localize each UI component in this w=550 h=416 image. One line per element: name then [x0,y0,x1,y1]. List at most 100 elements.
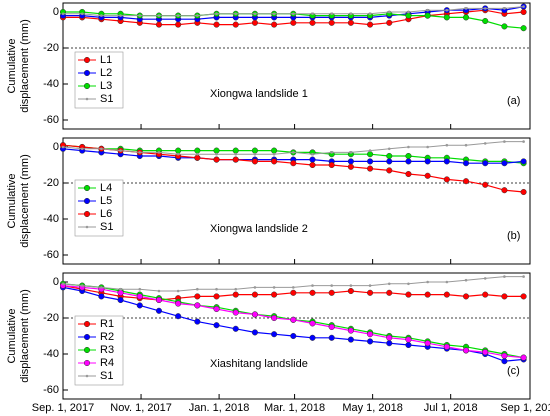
data-point [157,151,161,154]
data-point [347,158,354,165]
data-point [271,147,278,154]
data-point [100,286,103,289]
data-point [272,152,276,156]
data-point [194,147,201,154]
y-axis-label-line: Cumulative [6,173,18,228]
y-tick-label: 0 [53,276,59,288]
data-point [367,165,374,172]
y-axis-label: Cumulativedisplacement (mm) [6,154,31,248]
data-point [271,21,278,28]
plot-frame [62,2,531,130]
data-point [367,289,374,296]
data-point [215,152,218,156]
data-point [520,188,527,196]
series-line [62,286,524,362]
legend-label: L3 [100,80,112,92]
data-point [407,145,410,149]
data-point [347,336,354,343]
data-point [349,12,353,16]
data-point [424,12,431,19]
data-point [405,170,412,178]
data-point [443,158,450,165]
y-tick-label: -60 [43,249,59,261]
data-point [443,176,450,183]
data-point [290,316,297,323]
y-tick-label: -60 [43,384,59,396]
data-point [271,331,278,338]
data-point [483,142,487,145]
data-point [347,19,354,26]
data-point [234,287,238,291]
data-point [520,354,527,361]
data-point [501,23,508,30]
panel-title: Xiongwa landslide 1 [210,88,308,100]
legend-label: L5 [100,195,112,207]
data-point [386,19,393,26]
data-point [175,21,182,28]
data-point [136,293,143,300]
data-point [522,140,525,143]
y-tick-label: -40 [43,348,59,360]
data-point [215,287,218,291]
data-point [443,343,450,350]
y-tick-label: -20 [43,177,59,189]
data-point [328,323,335,331]
y-axis-label-line: displacement (mm) [19,154,31,248]
data-point [292,151,295,154]
data-point [405,336,412,343]
data-point [61,145,65,149]
data-point [405,341,412,349]
data-point [328,161,335,169]
data-point [213,293,220,300]
data-point [462,14,470,21]
panel-title: Xiongwa landslide 2 [210,223,308,235]
data-point [309,334,316,341]
data-point [215,12,218,16]
data-point [80,284,84,287]
data-point [424,340,431,347]
data-point [330,12,333,16]
y-tick-label: -40 [43,213,59,225]
data-point [462,347,470,354]
data-point [464,278,468,282]
legend-label: R3 [100,344,114,356]
data-point [424,172,431,179]
data-point [175,147,182,154]
data-point [290,160,297,167]
data-point [386,152,393,160]
data-point [522,275,525,278]
data-point [213,305,220,313]
data-point [119,14,122,17]
data-point [251,291,258,298]
data-point [328,334,335,341]
data-point [501,358,508,365]
panel-label: (b) [507,230,520,242]
y-tick-label: -20 [43,42,59,54]
data-point [155,307,163,314]
data-point [424,291,431,298]
legend-label: L4 [100,182,112,194]
data-point [367,21,374,28]
legend-label: L2 [100,67,112,79]
data-point [367,331,374,338]
data-point [405,152,412,160]
data-point [330,284,333,287]
data-point [251,158,258,165]
data-point [61,12,65,16]
data-point [347,327,354,334]
legend-marker [85,97,89,101]
data-point [253,12,257,16]
data-point [100,147,103,151]
y-axis-label-line: Cumulative [6,38,18,93]
data-point [138,151,142,154]
data-point [501,293,508,300]
y-axis-label: Cumulativedisplacement (mm) [6,19,31,113]
legend-label: R4 [100,357,114,369]
legend-marker [83,359,91,367]
data-point [328,289,335,296]
data-point [501,160,508,167]
y-axis-label-line: Cumulative [6,308,18,363]
data-point [464,143,468,147]
data-point [175,313,182,320]
